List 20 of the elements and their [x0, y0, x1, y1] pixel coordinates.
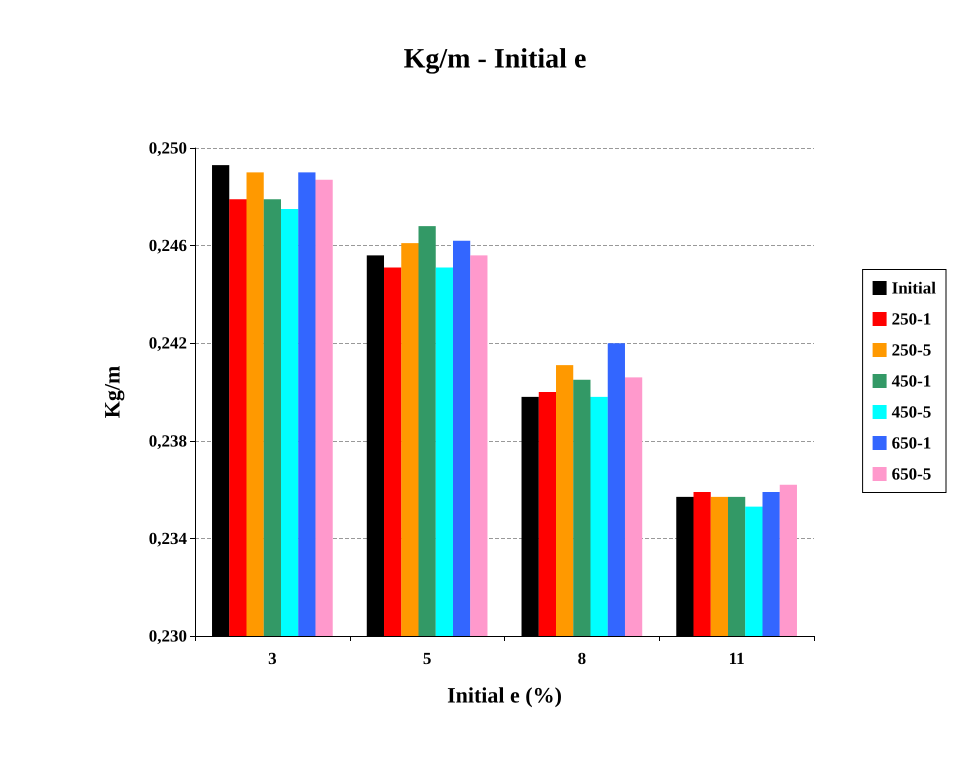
- x-tick-label: 3: [268, 649, 277, 668]
- y-axis-title: Kg/m: [100, 366, 124, 418]
- legend-label: 650-5: [892, 464, 932, 484]
- legend-label: 250-5: [892, 340, 932, 360]
- y-tick-label: 0,238: [148, 431, 187, 450]
- legend-label: 250-1: [892, 310, 932, 328]
- legend-label: 650-1: [892, 434, 932, 452]
- x-tick-label: 11: [728, 649, 745, 668]
- chart-title: Kg/m - Initial e: [404, 44, 586, 74]
- x-axis-title: Initial e (%): [447, 682, 562, 708]
- y-tick-label: 0,230: [148, 626, 187, 646]
- x-tick-label: 8: [578, 649, 586, 668]
- y-tick-label: 0,242: [148, 334, 187, 353]
- x-tick-label: 5: [422, 649, 432, 668]
- legend-label: Initial: [892, 278, 936, 298]
- y-tick-label: 0,246: [148, 236, 187, 256]
- legend-label: 450-1: [892, 372, 932, 390]
- y-tick-label: 0,234: [148, 528, 188, 548]
- legend-label: 450-5: [892, 402, 932, 422]
- y-tick-label: 0,250: [148, 138, 187, 158]
